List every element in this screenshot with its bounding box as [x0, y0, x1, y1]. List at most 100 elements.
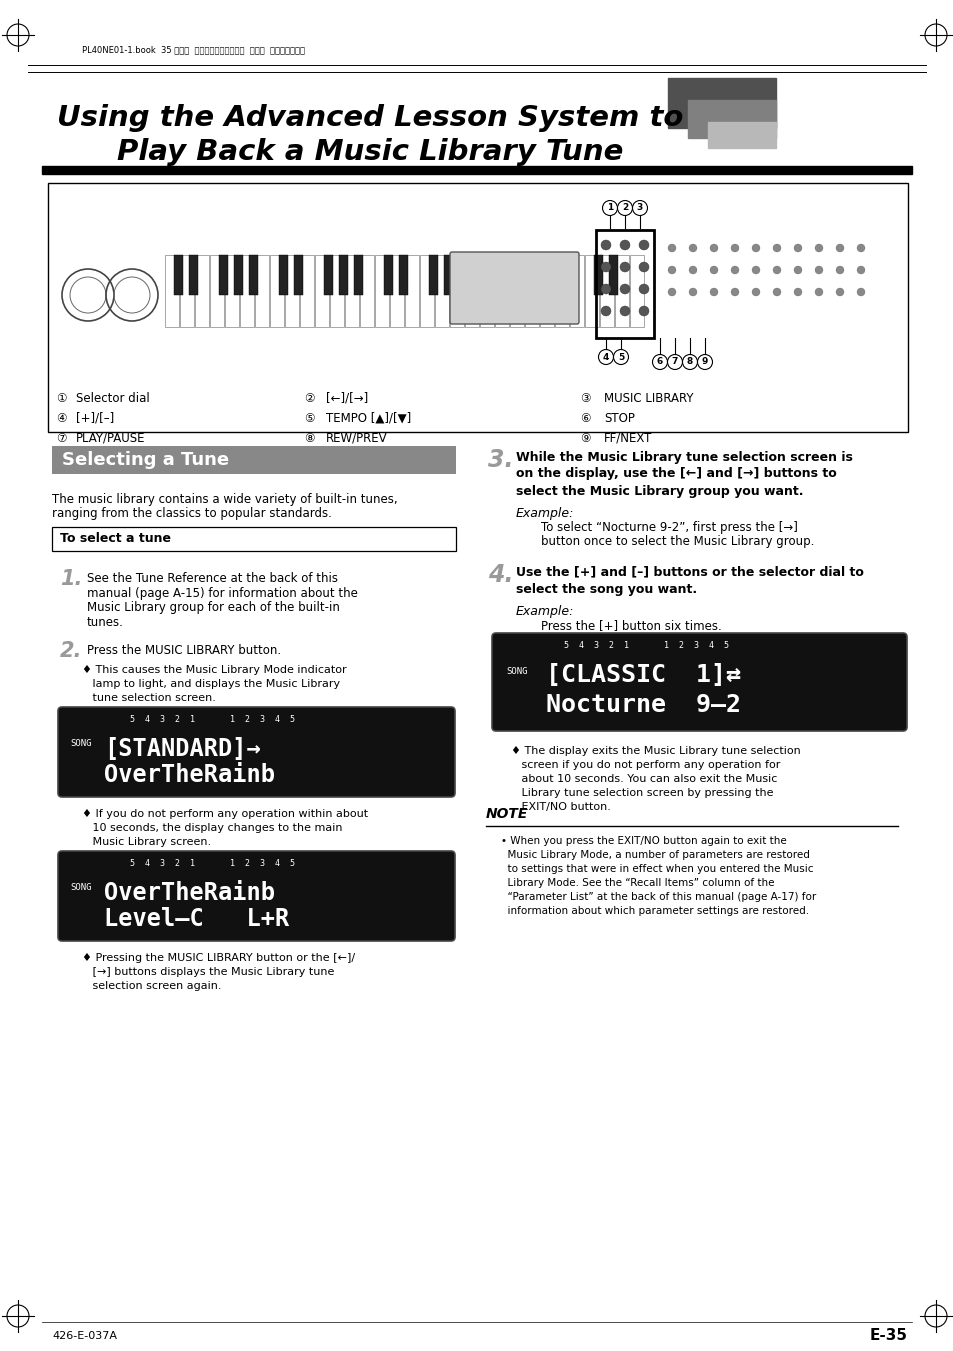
Bar — [555, 255, 569, 327]
Text: NOTE: NOTE — [485, 807, 528, 821]
Bar — [330, 255, 344, 327]
Text: FF/NEXT: FF/NEXT — [603, 431, 652, 444]
Text: The music library contains a wide variety of built-in tunes,: The music library contains a wide variet… — [52, 493, 397, 505]
Circle shape — [814, 266, 822, 274]
Circle shape — [667, 266, 676, 274]
Circle shape — [688, 245, 697, 253]
Text: Use the [+] and [–] buttons or the selector dial to: Use the [+] and [–] buttons or the selec… — [516, 566, 863, 578]
Bar — [594, 255, 602, 295]
Bar — [270, 255, 284, 327]
Circle shape — [688, 266, 697, 274]
Text: ranging from the classics to popular standards.: ranging from the classics to popular sta… — [52, 507, 332, 520]
Text: 2.: 2. — [60, 640, 82, 661]
Circle shape — [814, 288, 822, 296]
Circle shape — [730, 288, 739, 296]
Text: selection screen again.: selection screen again. — [82, 981, 221, 992]
Bar — [539, 255, 554, 327]
Text: about 10 seconds. You can also exit the Music: about 10 seconds. You can also exit the … — [511, 774, 777, 784]
Bar — [596, 230, 654, 338]
Circle shape — [730, 245, 739, 253]
Text: Using the Advanced Lesson System to: Using the Advanced Lesson System to — [57, 104, 682, 132]
Text: MUSIC LIBRARY: MUSIC LIBRARY — [603, 392, 693, 404]
Bar — [419, 255, 434, 327]
Text: Library tune selection screen by pressing the: Library tune selection screen by pressin… — [511, 788, 773, 798]
Circle shape — [709, 288, 718, 296]
Text: tunes.: tunes. — [87, 616, 124, 630]
Bar — [338, 255, 348, 295]
Bar — [225, 255, 239, 327]
Text: Selector dial: Selector dial — [76, 392, 150, 404]
Text: Music Library group for each of the built-in: Music Library group for each of the buil… — [87, 601, 339, 615]
Text: PLAY/PAUSE: PLAY/PAUSE — [76, 431, 146, 444]
Circle shape — [639, 305, 648, 316]
Text: to settings that were in effect when you entered the Music: to settings that were in effect when you… — [500, 865, 813, 874]
Bar — [524, 255, 539, 327]
Circle shape — [632, 200, 647, 216]
Bar — [359, 255, 375, 327]
Bar — [534, 255, 542, 295]
Text: See the Tune Reference at the back of this: See the Tune Reference at the back of th… — [87, 571, 337, 585]
Circle shape — [688, 288, 697, 296]
Text: ♦ The display exits the Music Library tune selection: ♦ The display exits the Music Library tu… — [511, 746, 800, 757]
Text: [CLASSIC  1]⇄: [CLASSIC 1]⇄ — [545, 663, 740, 688]
Text: 426-E-037A: 426-E-037A — [52, 1331, 117, 1342]
Bar — [52, 527, 456, 551]
FancyBboxPatch shape — [58, 707, 455, 797]
Bar — [584, 255, 598, 327]
Text: tune selection screen.: tune selection screen. — [82, 693, 215, 703]
Bar — [429, 255, 437, 295]
Bar — [464, 255, 479, 327]
Text: information about which parameter settings are restored.: information about which parameter settin… — [500, 907, 808, 916]
Circle shape — [639, 284, 648, 295]
Bar — [687, 100, 775, 138]
Circle shape — [814, 245, 822, 253]
Text: While the Music Library tune selection screen is: While the Music Library tune selection s… — [516, 450, 852, 463]
Bar — [194, 255, 210, 327]
Text: ⑨: ⑨ — [579, 431, 590, 444]
Circle shape — [600, 240, 610, 250]
Text: select the Music Library group you want.: select the Music Library group you want. — [516, 485, 802, 497]
Bar — [495, 255, 509, 327]
Bar — [707, 122, 775, 149]
Text: • When you press the EXIT/NO button again to exit the: • When you press the EXIT/NO button agai… — [500, 836, 786, 846]
Circle shape — [835, 288, 843, 296]
Text: ⑥: ⑥ — [579, 412, 590, 424]
Text: ♦ Pressing the MUSIC LIBRARY button or the [←]/: ♦ Pressing the MUSIC LIBRARY button or t… — [82, 952, 355, 963]
Bar — [165, 255, 179, 327]
Bar — [405, 255, 419, 327]
Text: 9: 9 — [701, 358, 707, 366]
Text: REW/PREV: REW/PREV — [326, 431, 387, 444]
Bar — [548, 255, 558, 295]
Bar — [450, 255, 464, 327]
Text: EXIT/NO button.: EXIT/NO button. — [511, 802, 610, 812]
Text: ③: ③ — [579, 392, 590, 404]
Circle shape — [667, 245, 676, 253]
Text: ♦ This causes the Music Library Mode indicator: ♦ This causes the Music Library Mode ind… — [82, 665, 346, 676]
Bar — [48, 182, 907, 432]
Circle shape — [613, 350, 628, 365]
Text: [→] buttons displays the Music Library tune: [→] buttons displays the Music Library t… — [82, 967, 334, 977]
Text: 1: 1 — [606, 204, 613, 212]
Text: PL40NE01-1.book  35 ページ  ２００２年７月２３日  火曜日  午後６時５２分: PL40NE01-1.book 35 ページ ２００２年７月２３日 火曜日 午後… — [82, 46, 305, 54]
Bar — [503, 255, 513, 295]
Circle shape — [639, 240, 648, 250]
Text: To select a tune: To select a tune — [60, 532, 171, 546]
Bar — [294, 255, 303, 295]
Circle shape — [793, 288, 801, 296]
Circle shape — [835, 245, 843, 253]
Text: 3.: 3. — [488, 449, 513, 471]
Bar — [667, 78, 775, 128]
Circle shape — [793, 266, 801, 274]
Text: 5  4  3  2  1       1  2  3  4  5: 5 4 3 2 1 1 2 3 4 5 — [563, 640, 728, 650]
Text: ①: ① — [56, 392, 67, 404]
Text: lamp to light, and displays the Music Library: lamp to light, and displays the Music Li… — [82, 680, 340, 689]
Bar — [375, 255, 389, 327]
Text: ⑤: ⑤ — [304, 412, 314, 424]
Text: 5  4  3  2  1       1  2  3  4  5: 5 4 3 2 1 1 2 3 4 5 — [130, 715, 294, 724]
Text: OverTheRainb: OverTheRainb — [104, 881, 274, 905]
Circle shape — [600, 305, 610, 316]
Circle shape — [751, 245, 760, 253]
Bar — [489, 255, 497, 295]
Circle shape — [835, 266, 843, 274]
Circle shape — [619, 284, 629, 295]
